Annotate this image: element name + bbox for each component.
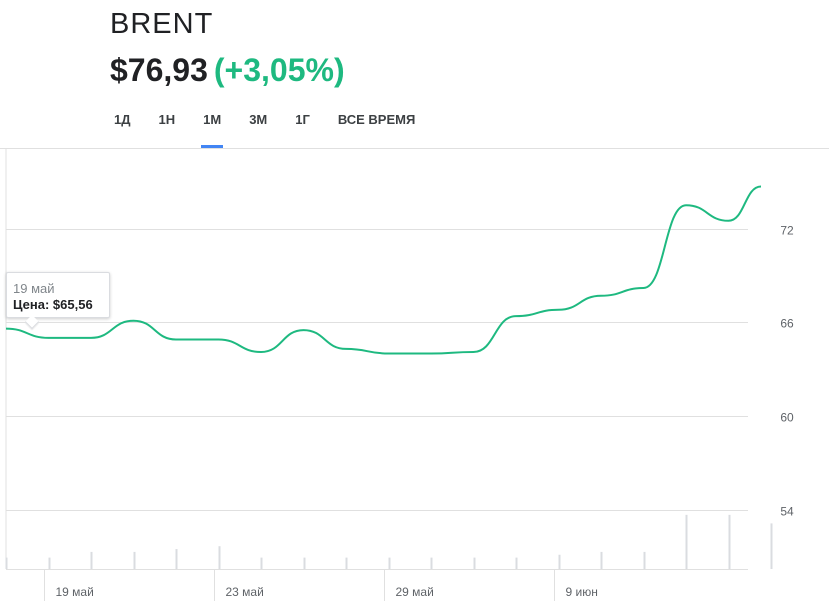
tab-all-time[interactable]: ВСЕ ВРЕМЯ: [337, 112, 416, 127]
price-row: $76,93 (+3,05%): [110, 52, 345, 89]
x-tick-label: 29 май: [396, 585, 434, 599]
current-price: $76,93: [110, 52, 208, 88]
y-tick-label: 54: [780, 505, 794, 519]
x-tick-label: 9 июн: [566, 585, 598, 599]
y-tick-label: 66: [780, 317, 794, 331]
tab-1d[interactable]: 1Д: [114, 112, 131, 127]
x-tick-label: 23 май: [226, 585, 264, 599]
timeframe-tabs: 1Д 1Н 1М 3М 1Г ВСЕ ВРЕМЯ: [100, 104, 429, 148]
y-tick-label: 60: [780, 411, 794, 425]
tab-1w[interactable]: 1Н: [158, 112, 176, 127]
price-tooltip: 19 май Цена: $65,56: [6, 272, 110, 318]
price-line: [5, 185, 762, 355]
y-tick-label: 72: [780, 224, 794, 238]
ticker-name: BRENT: [110, 8, 214, 40]
tooltip-date: 19 май: [13, 281, 55, 296]
header-divider: [0, 148, 829, 149]
tab-3m[interactable]: 3М: [249, 112, 268, 127]
tooltip-value: Цена: $65,56: [13, 297, 93, 312]
price-change: (+3,05%): [213, 52, 345, 88]
tab-1y[interactable]: 1Г: [295, 112, 310, 127]
tab-1m[interactable]: 1М: [189, 104, 235, 148]
x-tick-label: 19 май: [56, 585, 94, 599]
